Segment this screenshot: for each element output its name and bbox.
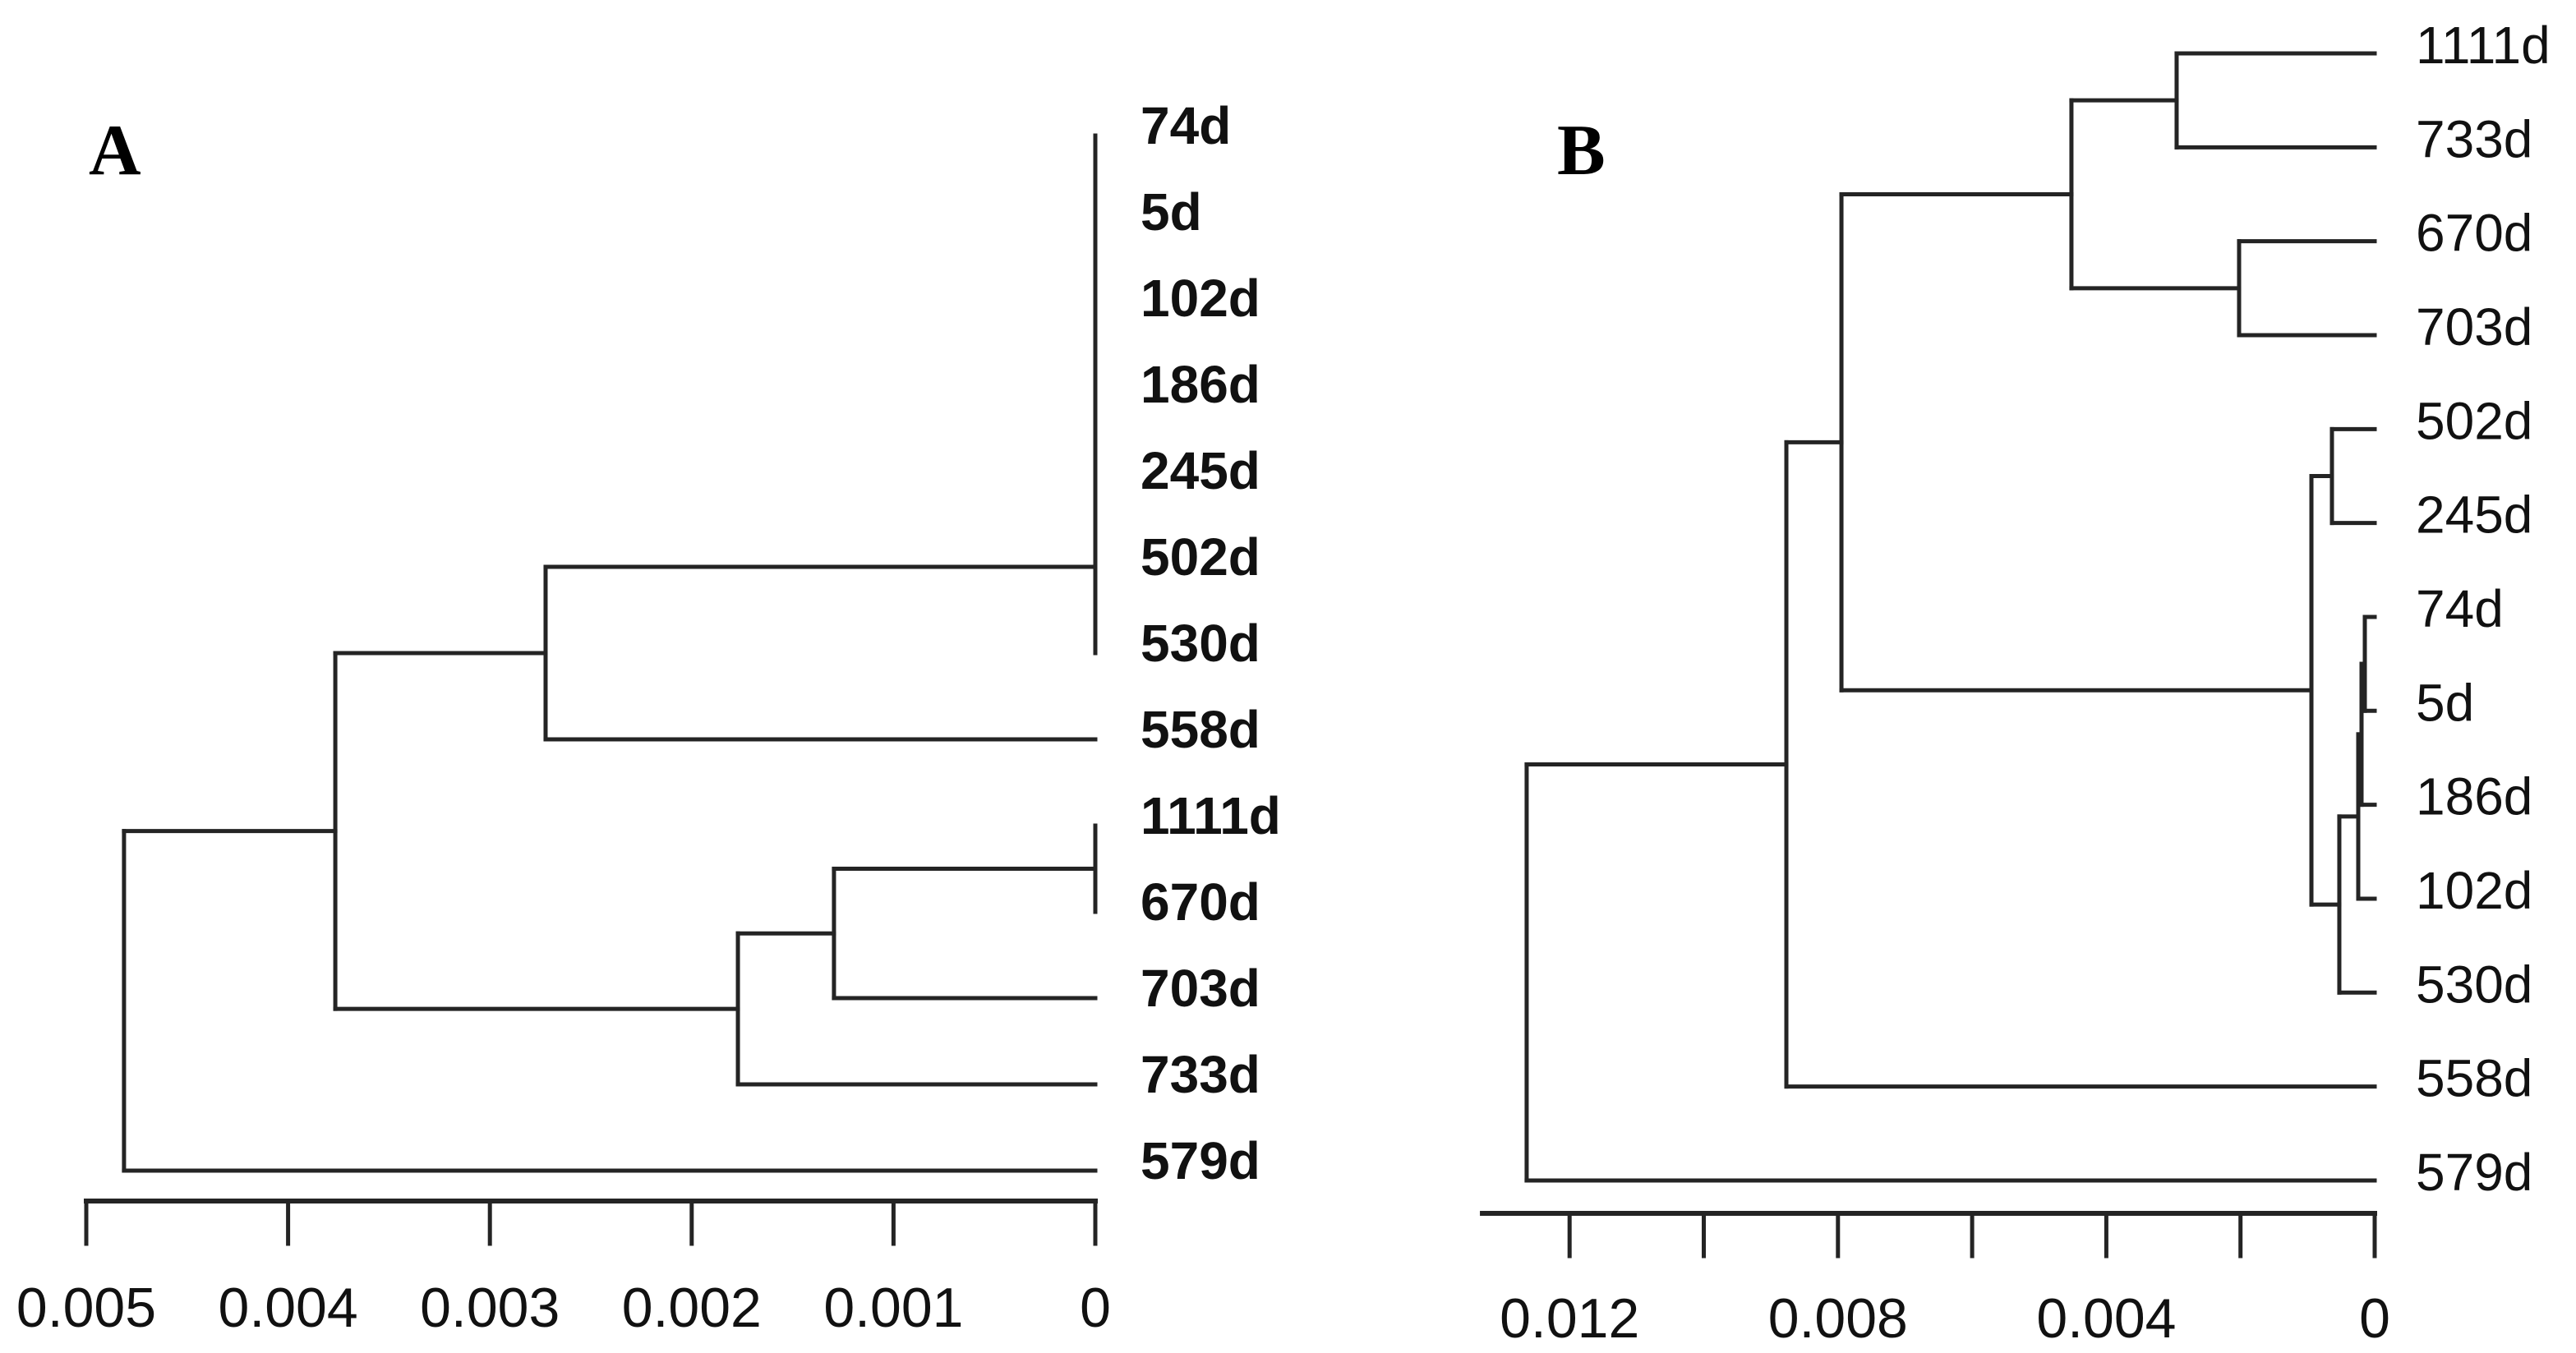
axis-tick-label-0.004: 0.004 — [2036, 1287, 2176, 1350]
leaf-label-579d: 579d — [2416, 1143, 2532, 1202]
axis-tick-label-0.008: 0.008 — [1768, 1287, 1908, 1350]
leaf-label-186d: 186d — [1141, 355, 1260, 414]
tree-branches-a — [122, 133, 1098, 1173]
leaf-label-245d: 245d — [1141, 441, 1260, 500]
axis-tick-label-0.003: 0.003 — [420, 1277, 560, 1339]
axis-tick-label-0.002: 0.002 — [622, 1277, 762, 1339]
axis-tick-label-0: 0 — [1080, 1277, 1111, 1339]
dendrogram-panel-a: 0.005 0.004 0.003 0.002 0.001 0 74d 5d 102d 186d 2… — [16, 96, 1281, 1339]
axis-tick-label-0.005: 0.005 — [16, 1277, 156, 1339]
leaf-label-530d: 530d — [1141, 614, 1260, 673]
leaf-label-186d: 186d — [2416, 767, 2532, 826]
leaf-label-703d: 703d — [1141, 959, 1260, 1018]
dendrogram-panel-b: 0.012 0.008 0.004 0 1111d 733d 670d 703d 502d 245… — [1480, 16, 2551, 1350]
leaf-label-733d: 733d — [1141, 1045, 1260, 1104]
axis-tick-label-0.012: 0.012 — [1500, 1287, 1639, 1350]
leaf-label-530d: 530d — [2416, 955, 2532, 1014]
distance-axis-b — [1480, 1211, 2377, 1259]
leaf-label-703d: 703d — [2416, 297, 2532, 357]
panel-letter-b: B — [1557, 111, 1606, 191]
leaf-label-670d: 670d — [2416, 204, 2532, 263]
leaf-label-102d: 102d — [2416, 861, 2532, 920]
leaf-label-5d: 5d — [2416, 673, 2474, 732]
leaf-label-733d: 733d — [2416, 109, 2532, 168]
leaf-label-102d: 102d — [1141, 269, 1260, 328]
panel-letter-a: A — [89, 111, 141, 191]
leaf-label-502d: 502d — [2416, 391, 2532, 450]
leaf-label-5d: 5d — [1141, 182, 1202, 242]
leaf-label-670d: 670d — [1141, 872, 1260, 932]
distance-axis-a — [84, 1199, 1098, 1246]
leaf-label-502d: 502d — [1141, 527, 1260, 587]
leaf-label-558d: 558d — [1141, 700, 1260, 759]
leaf-label-1111d: 1111d — [2416, 16, 2551, 75]
axis-tick-label-0: 0 — [2359, 1287, 2390, 1350]
axis-tick-label-0.001: 0.001 — [823, 1277, 963, 1339]
leaf-label-74d: 74d — [2416, 579, 2504, 638]
leaf-label-1111d: 1111d — [1141, 786, 1281, 845]
axis-tick-label-0.004: 0.004 — [219, 1277, 358, 1339]
leaf-label-74d: 74d — [1141, 96, 1231, 155]
leaf-label-558d: 558d — [2416, 1049, 2532, 1108]
leaf-label-245d: 245d — [2416, 486, 2532, 545]
leaf-label-579d: 579d — [1141, 1131, 1260, 1190]
tree-branches-b — [1524, 51, 2377, 1183]
